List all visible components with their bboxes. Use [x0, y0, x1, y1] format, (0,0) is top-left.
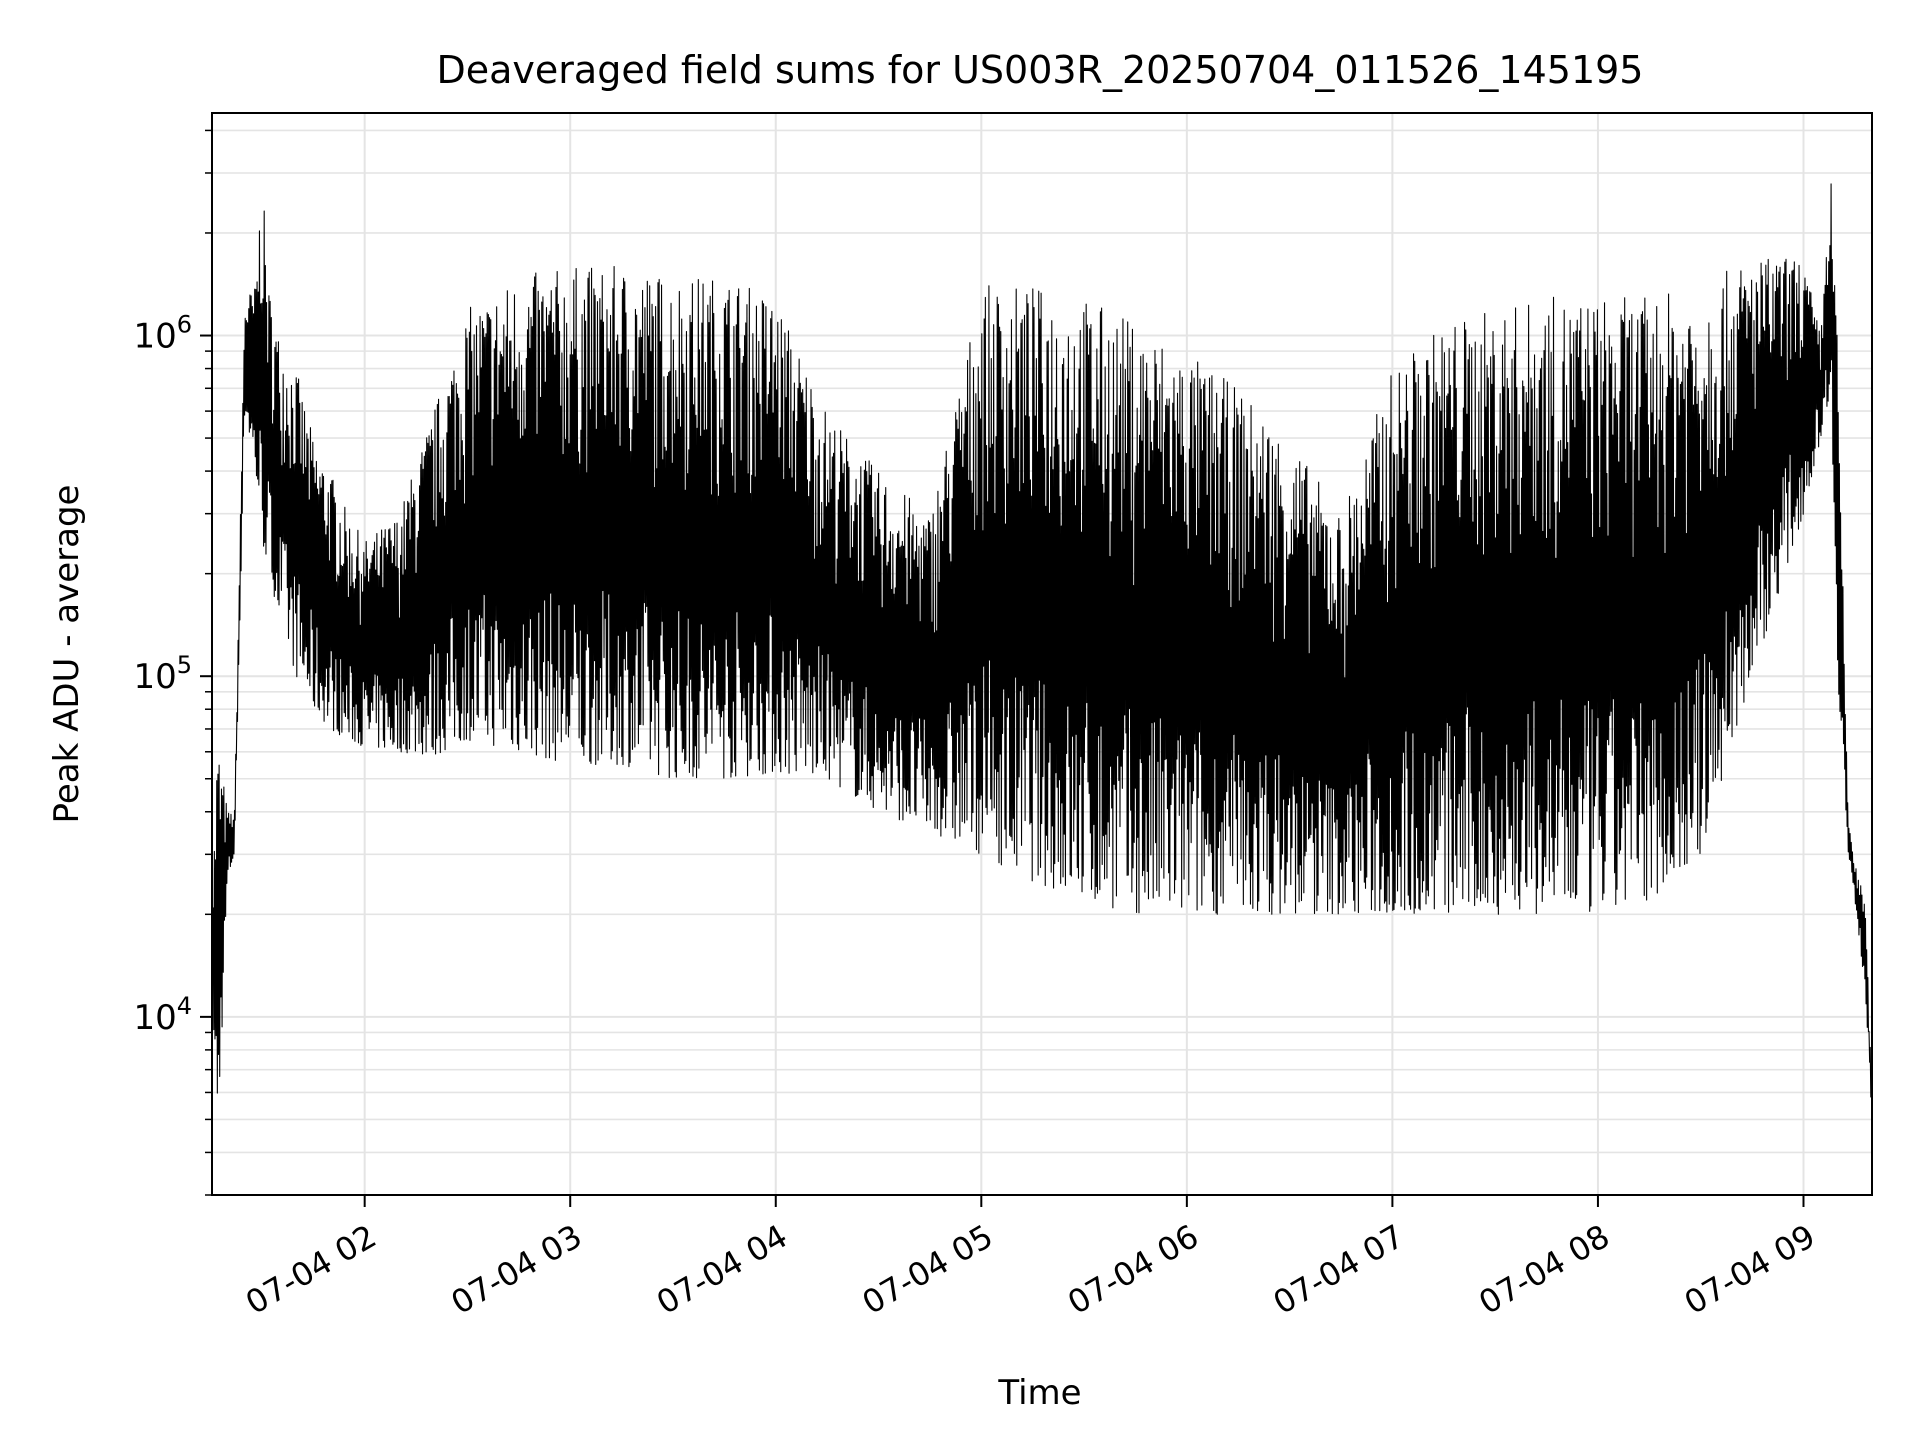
x-axis-label: Time: [997, 1373, 1081, 1413]
series-layer: [211, 183, 1873, 1119]
y-tick-label: 106: [133, 311, 192, 357]
chart-title: Deaveraged field sums for US003R_2025070…: [437, 48, 1644, 92]
y-axis-label: Peak ADU - average: [47, 485, 87, 824]
series-line: [211, 183, 1873, 1119]
y-tick-label: 104: [133, 992, 192, 1038]
y-tick-label: 105: [133, 651, 192, 697]
y-axis: 104 105 106: [133, 129, 212, 1196]
plot-area-frame: [211, 112, 1873, 1196]
